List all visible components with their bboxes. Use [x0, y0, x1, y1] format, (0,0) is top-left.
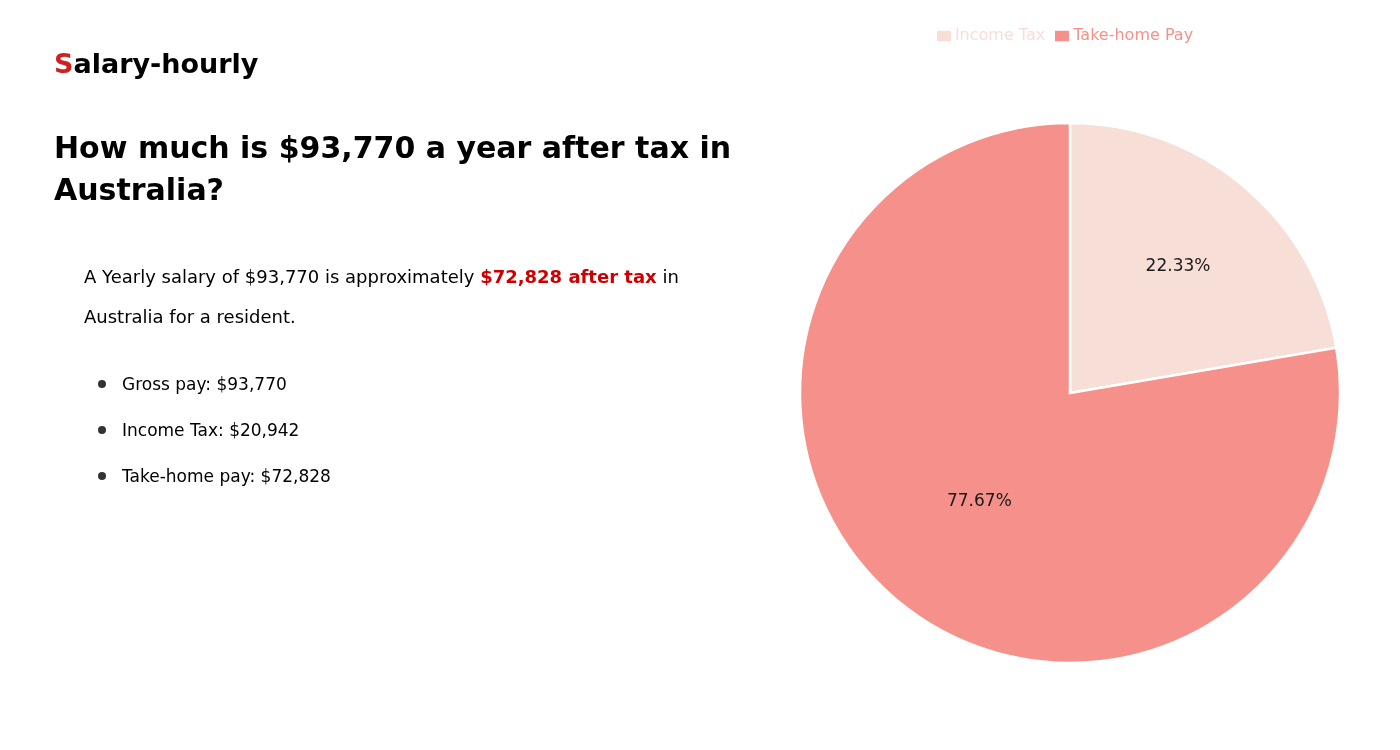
html-text:Gross pay: $93,770: Gross pay: $93,770	[122, 374, 287, 394]
html-text:Income Tax: Income Tax	[954, 25, 1046, 44]
html-text:Income Tax: $20,942: Income Tax: $20,942	[122, 420, 300, 440]
svg-text:22.33%: 22.33%	[1146, 255, 1211, 275]
html-text:Australia for a resident.: Australia for a resident.	[84, 306, 296, 327]
html-text:S alary-hourly: S alary-hourly	[54, 48, 259, 79]
html-text:How much is $93,770 a year aft: How much is $93,770 a year after tax in	[54, 130, 732, 165]
html-text:A Yearly salary of $93,770 is: A Yearly salary of $93,770 is approximat…	[84, 266, 679, 287]
html-text:Take-home Pay: Take-home Pay	[1073, 25, 1194, 44]
html-text:Australia?: Australia?	[54, 172, 224, 207]
svg-text:77.67%: 77.67%	[947, 490, 1012, 510]
html-text:Take-home pay: $72,828: Take-home pay: $72,828	[122, 466, 331, 486]
